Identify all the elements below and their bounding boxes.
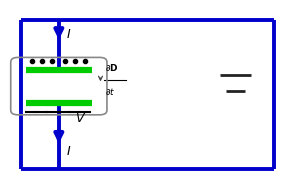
Text: $V$: $V$ [75, 112, 86, 125]
Text: $\partial t$: $\partial t$ [105, 86, 115, 97]
Text: $I$: $I$ [66, 145, 71, 158]
Text: $\partial\mathbf{D}$: $\partial\mathbf{D}$ [105, 62, 118, 73]
Text: $I$: $I$ [66, 28, 71, 41]
